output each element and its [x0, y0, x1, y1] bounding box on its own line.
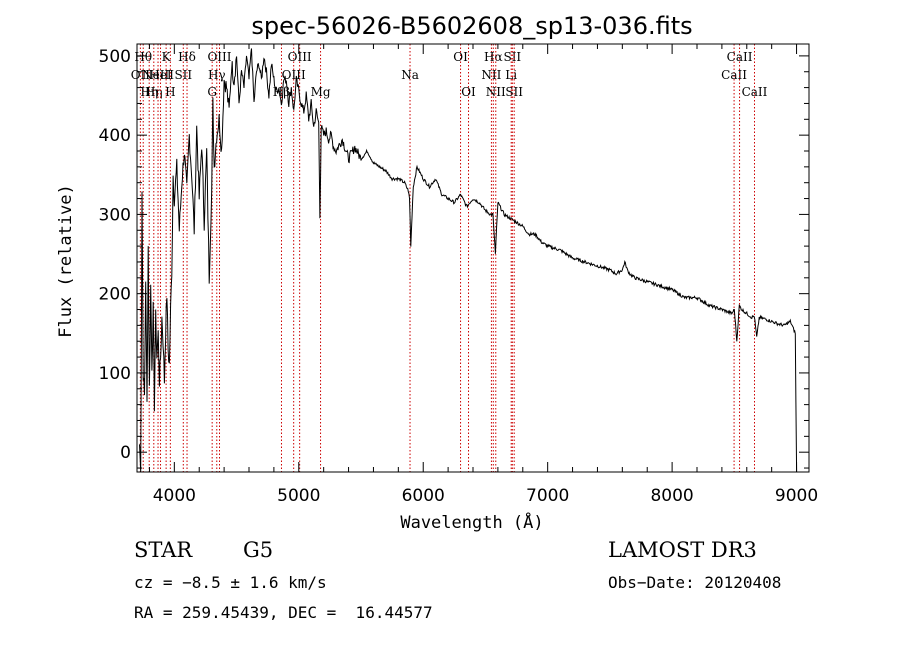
y-tick-label: 300 [99, 205, 131, 225]
spectral-line-label: Hα [484, 50, 503, 64]
spectral-line-label: CaII [727, 50, 753, 64]
plot-frame [136, 43, 810, 473]
spectral-line-label: OIII [207, 50, 231, 64]
spectral-line-label: CaII [721, 68, 747, 82]
spectral-line-label: G [207, 85, 217, 99]
spectral-line-label: OIII [282, 68, 306, 82]
spectral-line-label: Hη [140, 85, 158, 99]
y-tick-label: 0 [120, 443, 131, 463]
chart-title: spec-56026-B5602608_sp13-036.fits [251, 12, 692, 40]
spectral-line-label: SII [505, 85, 523, 99]
x-tick-label: 6000 [402, 486, 445, 506]
spectral-line-label: Na [401, 68, 419, 82]
object-class: STAR [134, 538, 193, 562]
spectral-line-label: Hθ [134, 50, 152, 64]
spectral-line-label: NII [486, 85, 506, 99]
sky-coordinates: RA = 259.45439, DEC = 16.44577 [134, 603, 433, 622]
flux-series-line [139, 48, 798, 473]
y-tick-label: 500 [99, 47, 131, 67]
survey-name: LAMOST DR3 [608, 538, 757, 562]
x-tick-label: 5000 [277, 486, 320, 506]
spectral-line-label: Hη [145, 85, 163, 99]
spectral-line-label: NeIII [142, 68, 174, 82]
spectral-line-label: OII [131, 68, 151, 82]
spectral-line-label: K [162, 50, 172, 64]
redshift-velocity: cz = −8.5 ± 1.6 km/s [134, 573, 327, 592]
spectral-line-label: OI [461, 85, 476, 99]
y-tick-label: 400 [99, 126, 131, 146]
spectral-line-label: HeI [149, 68, 172, 82]
x-axis-label: Wavelength (Å) [400, 511, 543, 533]
x-tick-label: 9000 [775, 486, 818, 506]
x-axis-ticks: 4000 5000 6000 7000 8000 9000 [148, 44, 818, 506]
spectral-line-label: Hβ [273, 85, 290, 99]
x-tick-label: 4000 [153, 486, 196, 506]
x-tick-label: 7000 [526, 486, 569, 506]
spectral-line-label: SII [174, 68, 192, 82]
spectral-line-label: Li [505, 68, 517, 82]
spectral-line-label: H [165, 85, 175, 99]
y-axis-label: Flux (relative) [56, 184, 76, 338]
spectral-line-label: Hδ [178, 50, 196, 64]
y-tick-label: 100 [99, 364, 131, 384]
spectral-line-label: OI [453, 50, 468, 64]
spectral-line-label: OIII [288, 50, 312, 64]
observation-date: Obs−Date: 20120408 [608, 573, 782, 592]
spectral-line-label: Mg [311, 85, 331, 99]
spectral-line-label: CaII [742, 85, 768, 99]
spectral-line-label: SII [503, 50, 521, 64]
spectral-line-label: NII [481, 68, 501, 82]
x-tick-label: 8000 [650, 486, 693, 506]
spectral-line-label: Hγ [208, 68, 226, 82]
object-subclass: G5 [243, 538, 274, 562]
y-axis-ticks: 0 100 200 300 400 500 [99, 47, 809, 469]
y-tick-label: 200 [99, 285, 131, 305]
